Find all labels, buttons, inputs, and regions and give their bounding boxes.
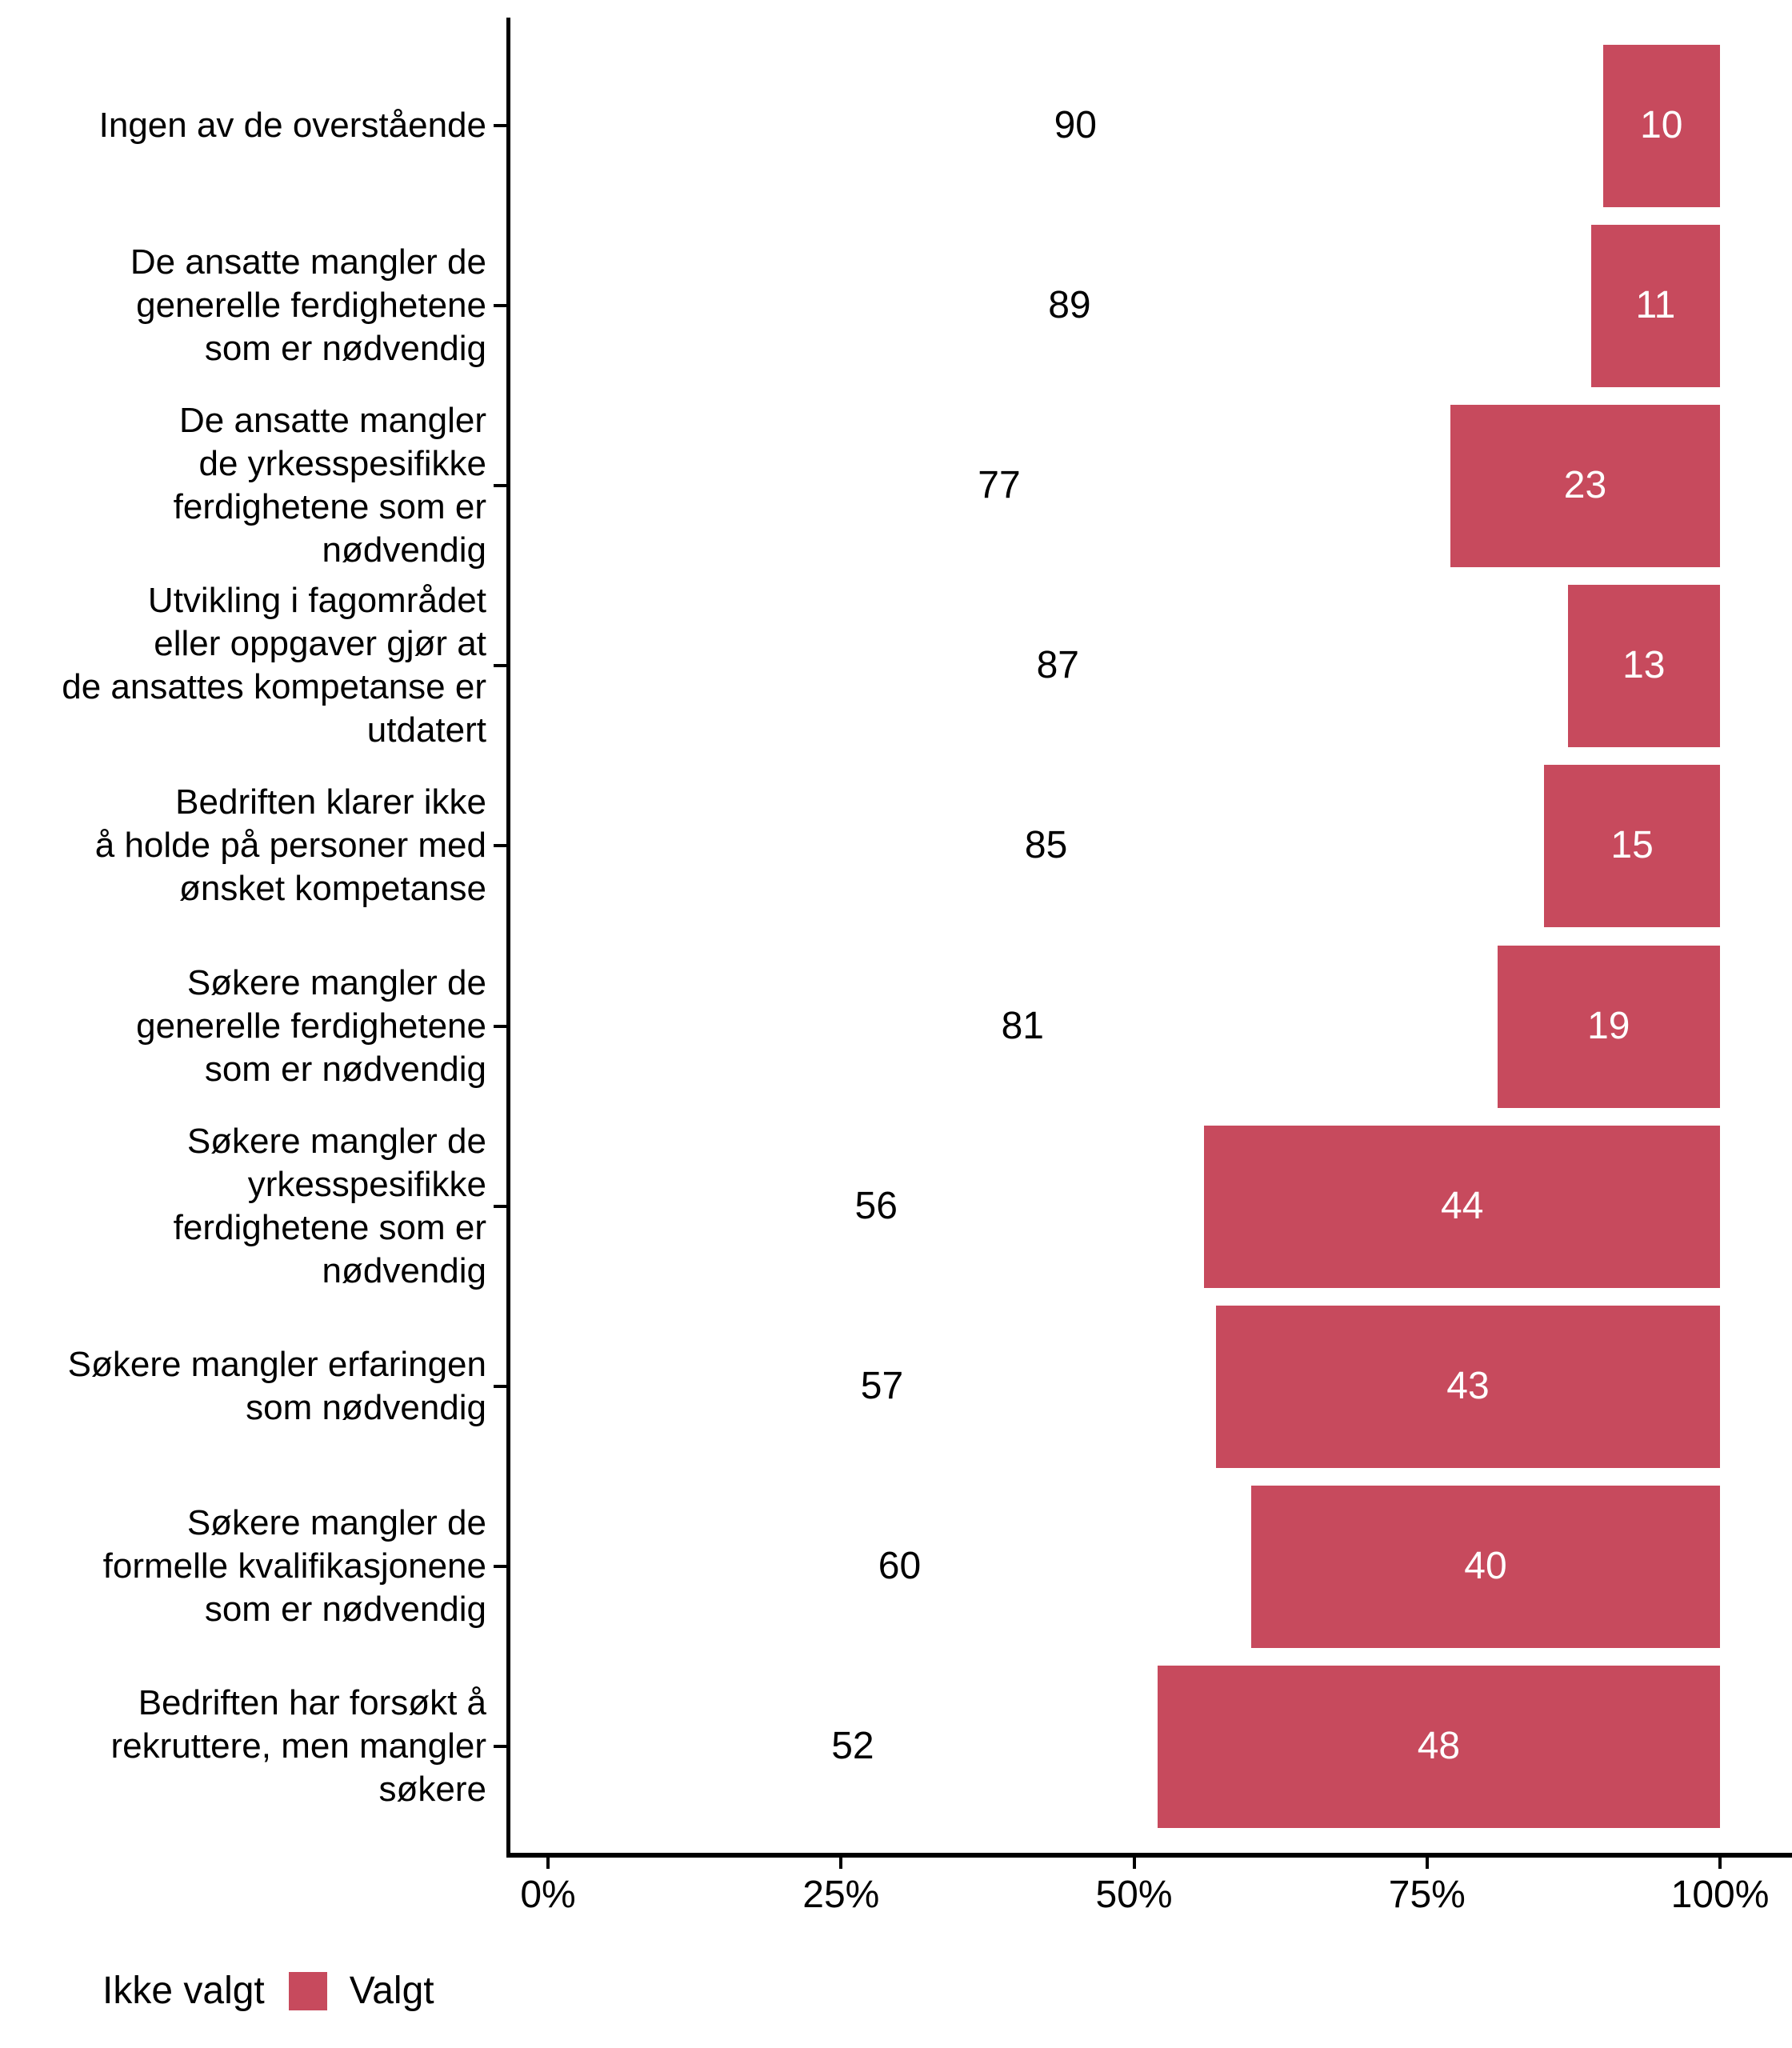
x-axis-tick bbox=[1132, 1856, 1136, 1869]
x-axis-tick-label: 25% bbox=[802, 1874, 880, 1916]
bar-valgt bbox=[1590, 224, 1721, 387]
value-label-ikke-valgt: 56 bbox=[854, 1185, 898, 1227]
y-axis-category-label: Søkere mangler erfaringen som nødvendig bbox=[67, 1345, 486, 1427]
value-label-valgt: 23 bbox=[1563, 464, 1607, 506]
y-axis-category-label: Ingen av de overstående bbox=[98, 106, 486, 145]
value-label-ikke-valgt: 90 bbox=[1054, 104, 1097, 146]
y-axis-tick bbox=[494, 1205, 508, 1208]
y-axis-category-label: De ansatte mangler de generelle ferdighe… bbox=[130, 242, 486, 368]
y-axis-line bbox=[506, 18, 510, 1855]
value-label-ikke-valgt: 77 bbox=[978, 464, 1021, 506]
value-label-valgt: 13 bbox=[1622, 644, 1666, 686]
value-label-ikke-valgt: 57 bbox=[860, 1365, 904, 1407]
value-label-valgt: 15 bbox=[1610, 824, 1654, 866]
x-axis-tick bbox=[546, 1856, 550, 1869]
value-label-ikke-valgt: 85 bbox=[1024, 824, 1068, 866]
x-axis-tick-label: 0% bbox=[520, 1874, 576, 1916]
value-label-ikke-valgt: 87 bbox=[1036, 644, 1079, 686]
bar-valgt bbox=[1544, 764, 1721, 927]
y-axis-category-label: Søkere mangler de formelle kvalifikasjon… bbox=[102, 1503, 486, 1629]
bar-valgt bbox=[1216, 1305, 1721, 1468]
legend-label-ikke-valgt: Ikke valgt bbox=[102, 1970, 265, 2012]
y-axis-category-label: Utvikling i fagområdet eller oppgaver gj… bbox=[62, 581, 486, 750]
x-axis-tick-label: 100% bbox=[1670, 1874, 1770, 1916]
x-axis-tick bbox=[839, 1856, 843, 1869]
y-axis-category-label: Bedriften har forsøkt å rekruttere, men … bbox=[110, 1683, 486, 1809]
value-label-ikke-valgt: 52 bbox=[831, 1725, 874, 1767]
y-axis-tick bbox=[494, 664, 508, 667]
y-axis-tick bbox=[494, 1745, 508, 1748]
value-label-valgt: 10 bbox=[1640, 104, 1683, 146]
value-label-valgt: 40 bbox=[1464, 1545, 1507, 1587]
bar-valgt bbox=[1251, 1485, 1720, 1648]
bar-valgt bbox=[1567, 584, 1720, 747]
x-axis-tick-label: 75% bbox=[1388, 1874, 1466, 1916]
value-label-valgt: 43 bbox=[1446, 1365, 1490, 1407]
x-axis-tick bbox=[1718, 1856, 1722, 1869]
y-axis-category-label: De ansatte mangler de yrkesspesifikke fe… bbox=[173, 401, 486, 570]
y-axis-tick bbox=[494, 484, 508, 487]
value-label-valgt: 19 bbox=[1587, 1005, 1630, 1047]
legend-label-valgt: Valgt bbox=[349, 1970, 434, 2012]
bar-valgt bbox=[1497, 945, 1721, 1108]
x-axis-line bbox=[506, 1853, 1792, 1858]
y-axis-tick bbox=[494, 1565, 508, 1568]
value-label-valgt: 44 bbox=[1440, 1185, 1484, 1227]
bar-valgt bbox=[1602, 44, 1720, 207]
y-axis-category-label: Bedriften klarer ikke å holde på persone… bbox=[94, 782, 486, 908]
y-axis-tick bbox=[494, 844, 508, 847]
y-axis-category-label: Søkere mangler de yrkesspesifikke ferdig… bbox=[173, 1122, 486, 1290]
x-axis-tick-label: 50% bbox=[1095, 1874, 1173, 1916]
legend: Ikke valgt Valgt bbox=[48, 1971, 434, 2011]
x-axis-tick bbox=[1425, 1856, 1429, 1869]
bar-valgt bbox=[1450, 404, 1720, 567]
value-label-valgt: 11 bbox=[1635, 284, 1676, 326]
value-label-ikke-valgt: 81 bbox=[1001, 1005, 1044, 1047]
value-label-ikke-valgt: 60 bbox=[878, 1545, 922, 1587]
y-axis-tick bbox=[494, 1385, 508, 1388]
value-label-valgt: 48 bbox=[1417, 1725, 1461, 1767]
y-axis-tick bbox=[494, 124, 508, 127]
y-axis-tick bbox=[494, 1025, 508, 1028]
bar-valgt bbox=[1204, 1125, 1720, 1288]
bar-valgt bbox=[1157, 1665, 1720, 1828]
value-label-ikke-valgt: 89 bbox=[1048, 284, 1091, 326]
y-axis-category-label: Søkere mangler de generelle ferdighetene… bbox=[136, 963, 486, 1089]
y-axis-tick bbox=[494, 304, 508, 307]
legend-swatch-ikke-valgt bbox=[48, 1972, 86, 2010]
legend-swatch-valgt bbox=[288, 1972, 327, 2010]
